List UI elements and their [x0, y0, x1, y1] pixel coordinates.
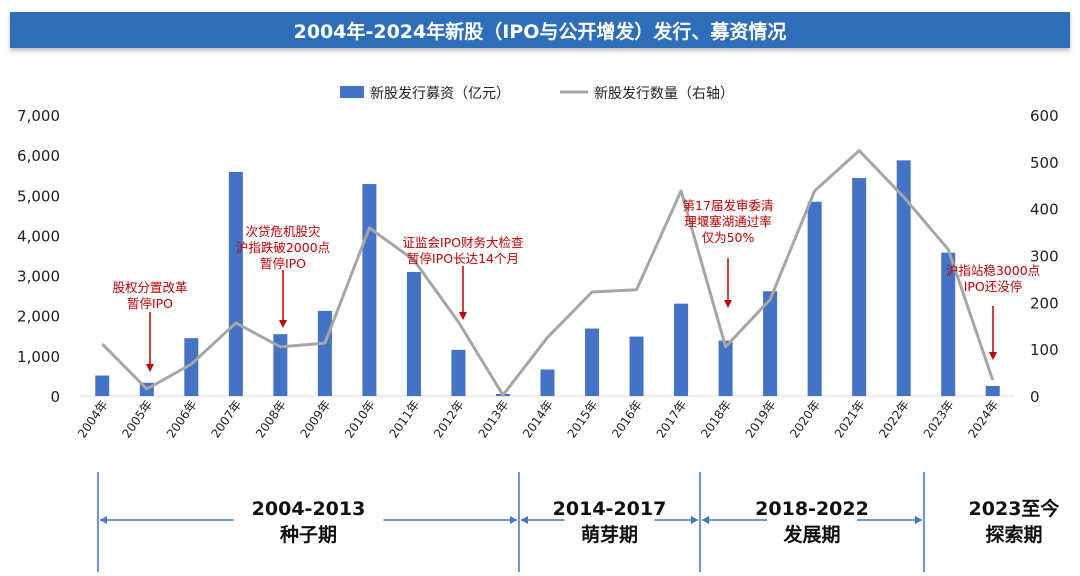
x-axis-tick: 2020年 — [787, 398, 823, 441]
bar-2016年 — [629, 336, 644, 396]
phase-name: 发展期 — [782, 523, 840, 546]
annotation-arrow-icon — [459, 312, 467, 320]
annotation-text: 暂停IPO长达14个月 — [407, 251, 519, 266]
annotation-text: 暂停IPO — [260, 256, 306, 271]
annotation-arrow-icon — [146, 364, 154, 372]
bar-2019年 — [763, 291, 778, 396]
right-axis-tick: 100 — [1030, 341, 1059, 359]
x-axis-tick: 2023年 — [921, 398, 957, 441]
phase-name: 种子期 — [279, 524, 337, 546]
phase-range: 2004-2013 — [252, 498, 366, 520]
annotation-text: 仅为50% — [702, 230, 755, 245]
legend-bar-swatch — [340, 86, 364, 98]
right-axis-tick: 300 — [1030, 248, 1059, 266]
annotation-arrow-icon — [989, 352, 997, 360]
bar-2008年 — [273, 334, 288, 396]
bar-2010年 — [362, 184, 377, 396]
phase-range: 2014-2017 — [553, 498, 667, 520]
right-axis-tick: 200 — [1030, 294, 1059, 312]
x-axis-tick: 2024年 — [965, 398, 1001, 441]
x-axis-tick: 2022年 — [876, 398, 912, 441]
left-axis-tick: 5,000 — [17, 187, 60, 205]
bar-2004年 — [95, 375, 110, 396]
left-axis-tick: 0 — [50, 388, 60, 406]
left-axis-tick: 1,000 — [17, 348, 60, 366]
x-axis-tick: 2014年 — [520, 398, 556, 441]
annotation-text: 第17届发审委清 — [683, 198, 774, 213]
phase-arrowhead-icon — [100, 516, 107, 524]
legend-line-label: 新股发行数量（右轴） — [594, 86, 734, 102]
annotation-text: 股权分置改革 — [112, 280, 187, 295]
x-axis-tick: 2015年 — [565, 398, 601, 441]
x-axis-tick: 2006年 — [164, 398, 200, 441]
annotation-text: 暂停IPO — [127, 296, 173, 311]
annotation-text: 理堰塞湖通过率 — [684, 214, 772, 229]
annotation-text: 沪指站稳3000点 — [946, 263, 1040, 278]
annotation-arrow-icon — [724, 300, 732, 308]
bar-2017年 — [674, 303, 689, 396]
left-axis-tick: 4,000 — [17, 227, 60, 245]
right-axis-tick: 600 — [1030, 107, 1059, 125]
bar-2023年 — [941, 252, 956, 396]
bar-2024年 — [985, 385, 1000, 396]
bar-2014年 — [540, 369, 555, 396]
x-axis-tick: 2005年 — [119, 398, 155, 441]
bar-2007年 — [228, 172, 243, 396]
x-axis-tick: 2019年 — [743, 398, 779, 441]
bar-2018年 — [718, 340, 733, 396]
x-axis-tick: 2010年 — [342, 398, 378, 441]
phase-arrowhead-icon — [521, 516, 528, 524]
bar-2009年 — [317, 310, 332, 396]
bar-2011年 — [406, 271, 421, 396]
x-axis-tick: 2011年 — [387, 398, 423, 441]
annotation-text: 沪指跌破2000点 — [236, 240, 330, 255]
phase-range: 2023至今 — [969, 497, 1060, 520]
x-axis-tick: 2004年 — [75, 398, 111, 441]
bar-2022年 — [896, 160, 911, 396]
bar-2015年 — [585, 328, 600, 396]
chart-title: 2004年-2024年新股（IPO与公开增发）发行、募资情况 — [10, 12, 1070, 48]
annotation-arrow-icon — [279, 320, 287, 328]
right-axis-tick: 500 — [1030, 154, 1059, 172]
bar-2006年 — [184, 338, 199, 396]
phase-arrowhead-icon — [691, 516, 698, 524]
left-axis-tick: 2,000 — [17, 308, 60, 326]
x-axis-tick: 2018年 — [698, 398, 734, 441]
phase-name: 探索期 — [985, 523, 1042, 546]
annotation-text: 次贷危机股灾 — [245, 224, 321, 239]
bar-2012年 — [451, 349, 466, 396]
left-axis-tick: 6,000 — [17, 147, 60, 165]
left-axis-tick: 7,000 — [17, 107, 60, 125]
annotation-text: 证监会IPO财务大检查 — [402, 235, 524, 250]
right-axis-tick: 400 — [1030, 201, 1059, 219]
left-axis-tick: 3,000 — [17, 268, 60, 286]
phase-arrowhead-icon — [510, 516, 517, 524]
bar-2021年 — [852, 178, 867, 396]
x-axis-tick: 2008年 — [253, 398, 289, 441]
phase-arrowhead-icon — [702, 516, 709, 524]
phase-arrowhead-icon — [915, 516, 922, 524]
x-axis-tick: 2009年 — [297, 398, 333, 441]
phase-range: 2018-2022 — [755, 498, 869, 520]
x-axis-tick: 2007年 — [208, 398, 244, 441]
x-axis-tick: 2017年 — [654, 398, 690, 441]
phase-name: 萌芽期 — [581, 523, 638, 546]
x-axis-tick: 2012年 — [431, 398, 467, 441]
x-axis-tick: 2013年 — [476, 398, 512, 441]
bar-2020年 — [807, 201, 822, 396]
annotation-text: IPO还没停 — [964, 279, 1023, 294]
right-axis-tick: 0 — [1030, 388, 1040, 406]
x-axis-tick: 2016年 — [609, 398, 645, 441]
legend-bar-label: 新股发行募资（亿元） — [370, 86, 510, 102]
x-axis-tick: 2021年 — [832, 398, 868, 441]
